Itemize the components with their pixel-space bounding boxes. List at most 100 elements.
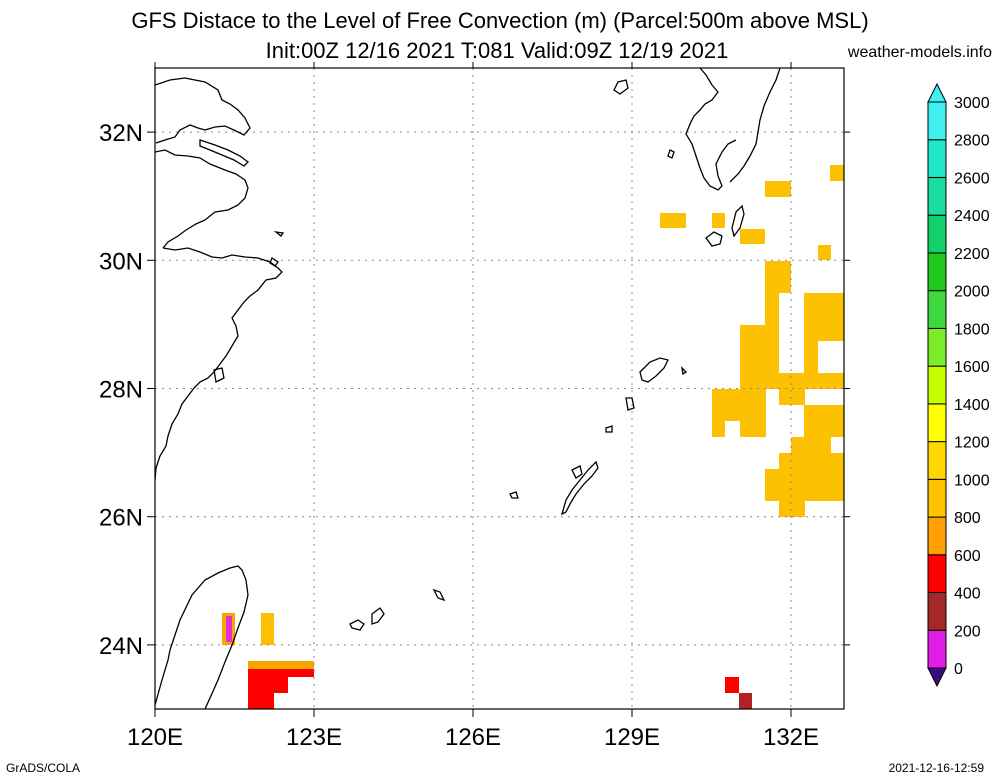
coast-miyako [432, 588, 446, 602]
field-cell [765, 181, 791, 197]
field-cell [740, 373, 779, 389]
field-cell [740, 229, 765, 244]
coast-tiny [681, 366, 688, 376]
lon-tick-label: 120E [127, 724, 183, 751]
coast-taiwan [169, 565, 249, 709]
coast-okinoerabu [605, 425, 613, 433]
lon-tick-label: 132E [763, 724, 819, 751]
field-cell [818, 245, 831, 260]
field-cell [804, 325, 844, 341]
field-cell [740, 341, 779, 357]
colorbar-swatch [927, 252, 947, 292]
colorbar-label: 200 [954, 623, 981, 640]
coast-japan-small-2 [667, 149, 675, 159]
lon-tick-label: 123E [286, 724, 342, 751]
field-cell [830, 165, 844, 181]
colorbar-label: 2400 [954, 208, 990, 225]
colorbar-swatch [927, 327, 947, 367]
field-cell [779, 453, 844, 469]
lat-tick-label: 26N [99, 505, 143, 532]
coast-goto [705, 231, 723, 247]
field-cell [765, 485, 844, 501]
coast-islets-2 [273, 231, 285, 237]
coast-japan-small-1 [613, 79, 629, 95]
field-cell [791, 437, 831, 453]
colorbar-label: 600 [954, 548, 981, 565]
chart-subtitle: Init:00Z 12/16 2021 T:081 Valid:09Z 12/1… [265, 38, 729, 63]
field-cell [261, 629, 274, 645]
map-axes: 120E 123E 126E 129E 132E 24N 26N 28N 30N 32N [99, 62, 850, 751]
coast-islets-1 [269, 257, 279, 267]
field-cell [725, 677, 739, 693]
field-cell [248, 693, 274, 709]
colorbar-swatch [927, 290, 947, 329]
colorbar-label: 400 [954, 586, 981, 603]
coast-okinawa-2 [571, 465, 583, 479]
field-cell [765, 293, 779, 325]
lat-tick-label: 32N [99, 120, 143, 147]
colorbar-swatch [927, 554, 947, 594]
grid-lines [155, 68, 844, 709]
lon-tick-label: 129E [604, 724, 660, 751]
field-cell [804, 405, 844, 421]
coast-islets-3 [213, 367, 225, 383]
coast-tanega [731, 204, 745, 238]
colorbar-label: 1400 [954, 397, 990, 414]
coast-japan-east [729, 68, 781, 183]
field-cell [765, 469, 844, 485]
colorbar-swatch [927, 629, 947, 669]
field-cell [779, 373, 844, 389]
field-cell [804, 293, 818, 325]
colorbar-arrow-low [927, 667, 947, 688]
coast-japan-kyushu [685, 68, 737, 191]
field-cell [804, 357, 818, 373]
lat-tick-label: 28N [99, 377, 143, 404]
colorbar-swatch [927, 214, 947, 254]
chart-title: GFS Distace to the Level of Free Convect… [131, 8, 869, 33]
field-cell [740, 357, 779, 373]
site-credit[interactable]: weather-models.info [847, 44, 992, 61]
colorbar-label: 1800 [954, 321, 990, 338]
coast-yangtze [199, 139, 249, 167]
field-cell [712, 405, 766, 421]
coast-amami [639, 357, 669, 383]
colorbar-swatch [927, 176, 947, 216]
field-cell [226, 616, 232, 642]
coastlines [155, 68, 781, 709]
colorbar: 0 200 400 600 800 1000 1200 1400 1600 1800 2000 220… [927, 82, 990, 688]
colorbar-swatch [927, 365, 947, 405]
footer-credit: GrADS/COLA [6, 761, 81, 775]
coast-kumejima [509, 491, 519, 499]
field-cell [818, 293, 844, 325]
lat-tick-label: 24N [99, 633, 143, 660]
field-cell [739, 693, 752, 709]
coast-ishigaki [349, 619, 365, 631]
field-cell [779, 501, 805, 517]
colorbar-swatch [927, 441, 947, 480]
colorbar-label: 1000 [954, 472, 990, 489]
coast-taiwan-west [155, 649, 171, 706]
colorbar-label: 800 [954, 510, 981, 527]
colorbar-label: 1200 [954, 435, 990, 452]
field-cell [712, 389, 766, 405]
field-cell [660, 213, 686, 228]
field-cell [248, 669, 314, 677]
colorbar-label: 3000 [954, 95, 990, 112]
colorbar-label: 2800 [954, 133, 990, 150]
colorbar-label: 1600 [954, 359, 990, 376]
footer-timestamp: 2021-12-16-12:59 [888, 761, 984, 775]
field-cell [248, 677, 288, 693]
field-cells [222, 165, 844, 709]
coast-okinawa [560, 460, 599, 516]
field-cell [740, 421, 766, 437]
field-cell [712, 213, 725, 228]
colorbar-swatch [927, 592, 947, 631]
colorbar-label: 2600 [954, 170, 990, 187]
colorbar-swatch [927, 101, 947, 141]
coast-tokunoshima [625, 397, 635, 411]
coast-iriomote [371, 607, 385, 625]
colorbar-label: 2000 [954, 284, 990, 301]
field-cell [712, 421, 725, 437]
lat-tick-label: 30N [99, 248, 143, 275]
